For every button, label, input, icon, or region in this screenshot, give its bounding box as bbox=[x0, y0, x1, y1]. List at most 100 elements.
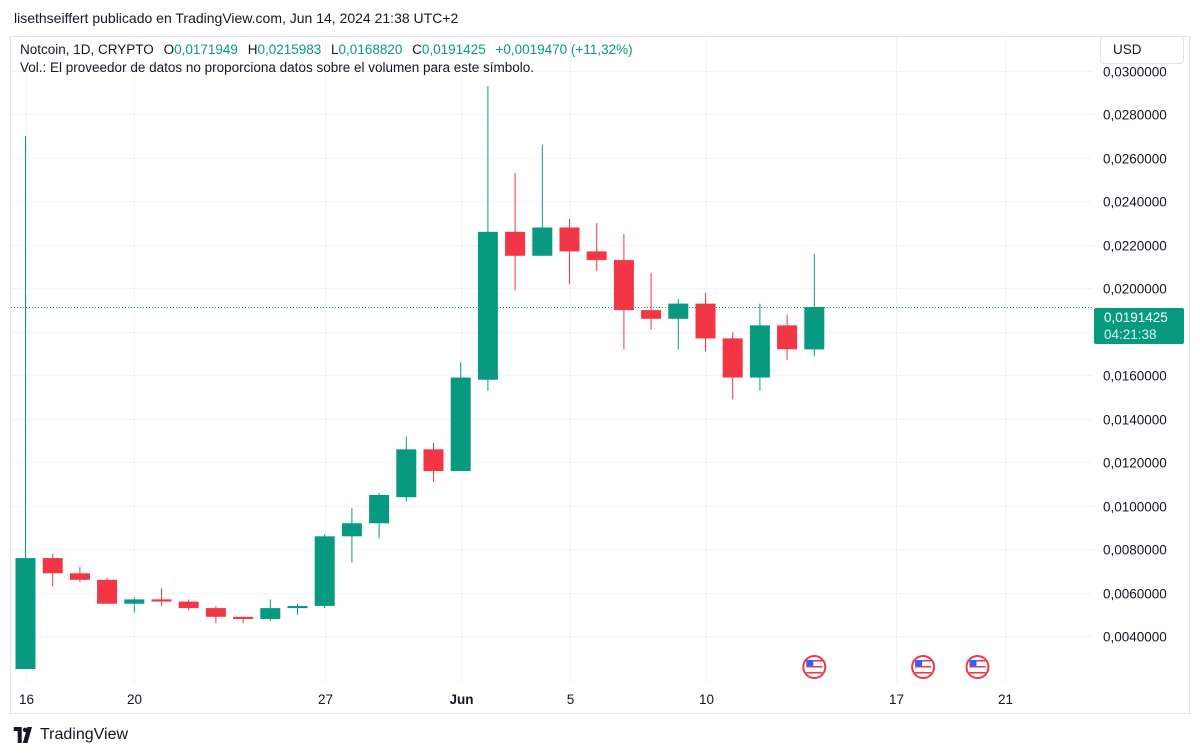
countdown-timer: 04:21:38 bbox=[1104, 327, 1157, 342]
y-tick-label: 0,0200000 bbox=[1103, 282, 1167, 297]
flag-stripe bbox=[806, 669, 823, 671]
candle-body bbox=[477, 231, 498, 380]
flag-canton bbox=[806, 660, 814, 666]
candle bbox=[369, 492, 390, 539]
publisher-line: lisethseiffert publicado en TradingView.… bbox=[14, 10, 459, 26]
candle bbox=[505, 173, 526, 291]
candle bbox=[532, 144, 553, 256]
y-tick-label: 0,0160000 bbox=[1103, 369, 1167, 384]
candle-body bbox=[42, 558, 63, 574]
x-tick-label: 27 bbox=[318, 692, 333, 707]
y-tick-label: 0,0220000 bbox=[1103, 239, 1167, 254]
candle-body bbox=[151, 599, 172, 602]
flag-stripe bbox=[969, 660, 986, 662]
flag-stripe bbox=[969, 669, 986, 671]
y-tick-label: 0,0240000 bbox=[1103, 195, 1167, 210]
y-tick-label: 0,0140000 bbox=[1103, 413, 1167, 428]
x-tick-label: 20 bbox=[127, 692, 142, 707]
x-tick-label: 5 bbox=[567, 692, 575, 707]
candle-body bbox=[287, 605, 308, 609]
ohlc-legend: Notcoin, 1D, CRYPTO O0,0171949 H0,021598… bbox=[20, 40, 633, 59]
candle bbox=[124, 597, 145, 613]
candle bbox=[260, 599, 281, 622]
flag-stripe bbox=[969, 666, 986, 668]
close-label: C bbox=[412, 42, 422, 57]
x-tick-label: 21 bbox=[998, 692, 1013, 707]
x-tick-label: Jun bbox=[449, 692, 473, 707]
candle bbox=[668, 299, 689, 350]
footer[interactable]: TradingView bbox=[12, 724, 128, 746]
flag-stripe bbox=[806, 666, 823, 668]
candle-body bbox=[695, 303, 716, 339]
candle bbox=[477, 86, 498, 391]
candle bbox=[641, 273, 662, 330]
event-markers bbox=[802, 655, 990, 679]
flag-stripe bbox=[915, 663, 932, 665]
us-flag-icon bbox=[911, 655, 936, 679]
x-tick-label: 10 bbox=[699, 692, 714, 707]
flag-canton bbox=[969, 660, 977, 666]
candle bbox=[396, 436, 417, 502]
candle-body bbox=[722, 338, 743, 378]
candle-body bbox=[15, 558, 36, 669]
candle bbox=[178, 599, 199, 611]
y-tick-label: 0,0080000 bbox=[1103, 543, 1167, 558]
flag-canton bbox=[915, 660, 923, 666]
us-flag-icon bbox=[802, 655, 827, 679]
tradingview-brand: TradingView bbox=[40, 726, 129, 743]
candle bbox=[777, 314, 798, 361]
candles bbox=[15, 86, 825, 669]
close-value: 0,0191425 bbox=[421, 42, 486, 57]
open-value: 0,0171949 bbox=[174, 42, 238, 57]
y-tick-label: 0,0040000 bbox=[1103, 630, 1167, 645]
candle-body bbox=[396, 449, 417, 498]
candle-body bbox=[777, 325, 798, 350]
candle-body bbox=[613, 260, 634, 311]
high-value: 0,0215983 bbox=[257, 42, 322, 57]
candle bbox=[559, 218, 580, 285]
candle-body bbox=[369, 495, 390, 524]
candle bbox=[15, 136, 36, 669]
candle bbox=[722, 331, 743, 400]
flag-stripe bbox=[915, 660, 932, 662]
x-axis: 16 20 27 Jun 5 10 17 21 bbox=[19, 692, 1013, 707]
candle bbox=[450, 362, 471, 472]
candle bbox=[804, 253, 825, 357]
candle bbox=[695, 292, 716, 352]
y-axis: 0,0040000 0,0060000 0,0080000 0,0100000 0,01… bbox=[1103, 65, 1167, 645]
candle bbox=[749, 303, 770, 391]
candle-body bbox=[69, 573, 90, 580]
change-value: +0,0019470 (+11,32%) bbox=[495, 42, 633, 57]
chart-frame bbox=[10, 36, 1190, 714]
y-tick-label: 0,0280000 bbox=[1103, 108, 1167, 123]
open-label: O bbox=[163, 42, 175, 57]
us-flag-icon bbox=[965, 655, 990, 679]
candle bbox=[287, 603, 308, 615]
flag-stripe bbox=[806, 660, 823, 662]
tradingview-logo-icon bbox=[13, 727, 32, 743]
flag-stripe bbox=[969, 663, 986, 665]
candle-body bbox=[124, 599, 145, 604]
candle-body bbox=[450, 377, 471, 472]
candle-body bbox=[314, 536, 335, 606]
symbol-label[interactable]: Notcoin, 1D, CRYPTO bbox=[20, 42, 154, 57]
last-price-tag: 0,0191425 04:21:38 bbox=[1094, 308, 1184, 344]
candle bbox=[341, 508, 362, 563]
y-tick-label: 0,0260000 bbox=[1103, 152, 1167, 167]
y-tick-label: 0,0060000 bbox=[1103, 587, 1167, 602]
candle bbox=[69, 566, 90, 582]
candle-body bbox=[423, 449, 444, 472]
currency-button[interactable]: USD bbox=[1100, 36, 1184, 64]
candle bbox=[151, 588, 172, 606]
candle-body bbox=[641, 310, 662, 319]
flag-stripe bbox=[915, 669, 932, 671]
flag-stripe bbox=[806, 663, 823, 665]
candle-body bbox=[559, 227, 580, 252]
y-tick-label: 0,0120000 bbox=[1103, 456, 1167, 471]
candle bbox=[42, 553, 63, 587]
flag-stripe bbox=[969, 672, 986, 674]
candle-body bbox=[178, 601, 199, 609]
candle-body bbox=[341, 523, 362, 537]
candle bbox=[586, 223, 607, 271]
